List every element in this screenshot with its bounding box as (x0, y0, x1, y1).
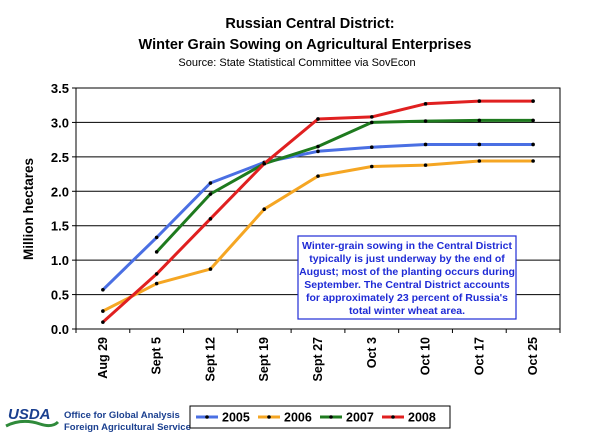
series-2005-point-5 (369, 145, 374, 150)
series-2008-point-6 (423, 102, 428, 106)
series-2007-point-6 (423, 119, 428, 123)
y-tick-label-1: 0.5 (51, 288, 69, 303)
footer-line-1: Office for Global Analysis (64, 410, 180, 421)
series-2008-point-7 (477, 99, 482, 103)
series-2007-point-4 (316, 144, 320, 149)
series-group (101, 99, 535, 324)
legend-label-2005: 2005 (222, 411, 250, 425)
x-tick-label-4: Sept 27 (311, 337, 325, 382)
legend: 2005 2006 2007 2008 (196, 411, 436, 425)
x-tick-label-8: Oct 25 (526, 337, 540, 375)
chart-title-line-2: Winter Grain Sowing on Agricultural Ente… (139, 37, 472, 53)
series-2006-point-3 (262, 207, 267, 211)
series-2007-point-1 (154, 250, 159, 254)
y-tick-label-0: 0.0 (51, 322, 69, 337)
annotation-line-2: typically is just underway by the end of (309, 253, 505, 265)
chart-title-line-1: Russian Central District: (225, 16, 394, 32)
legend-marker-2005 (205, 415, 209, 419)
legend-marker-2008 (391, 415, 395, 419)
series-2008-point-1 (154, 272, 159, 276)
series-2007-point-7 (477, 118, 482, 123)
chart-source: Source: State Statistical Committee via … (178, 57, 415, 69)
series-2006-point-8 (531, 159, 535, 163)
annotation-box (297, 235, 517, 320)
x-axis-ticks: Aug 29 Sept 5 Sept 12 Sept 19 Sept 27 Oct 3 Oc… (75, 329, 561, 382)
series-2005-point-0 (101, 287, 105, 292)
y-tick-label-3: 1.5 (51, 219, 69, 234)
series-2008-point-8 (531, 99, 535, 103)
series-2005-point-8 (531, 142, 535, 147)
legend-label-2007: 2007 (346, 411, 374, 425)
series-2007-point-2 (208, 192, 213, 196)
y-axis-ticks: 0.0 0.5 1.0 1.5 2.0 2.5 3.0 3.5 (51, 81, 76, 337)
y-tick-label-5: 2.5 (51, 150, 69, 165)
y-tick-label-6: 3.0 (51, 115, 69, 130)
y-tick-label-2: 1.0 (51, 253, 69, 268)
series-2006-point-6 (423, 163, 428, 167)
series-2005-point-6 (423, 142, 428, 147)
x-tick-label-5: Oct 3 (365, 337, 379, 368)
usda-logo-swoosh (5, 419, 60, 428)
series-2008-point-3 (262, 161, 267, 166)
annotation-line-3: August; most of the planting occurs duri… (299, 266, 515, 278)
series-2005-point-1 (154, 235, 159, 240)
series-2006-point-2 (208, 267, 213, 271)
annotation-line-4: September. The Central District accounts (304, 279, 510, 291)
footer-line-2: Foreign Agricultural Service (64, 422, 191, 433)
annotation-line-1: Winter-grain sowing in the Central Distr… (302, 240, 512, 252)
series-2006-point-7 (477, 159, 482, 163)
x-tick-label-2: Sept 12 (203, 337, 217, 382)
series-2005-point-2 (208, 181, 213, 185)
y-tick-label-4: 2.0 (51, 184, 69, 199)
series-2005-point-4 (316, 149, 320, 154)
legend-marker-2007 (329, 415, 333, 419)
x-tick-label-0: Aug 29 (96, 337, 110, 379)
series-2006-point-1 (154, 281, 159, 286)
series-2006-point-5 (369, 164, 374, 169)
y-tick-label-7: 3.5 (51, 81, 69, 96)
legend-label-2008: 2008 (408, 411, 436, 425)
legend-label-2006: 2006 (284, 411, 312, 425)
annotation-line-5: for approximately 23 percent of Russia's (306, 292, 508, 304)
series-2008-point-4 (316, 117, 320, 121)
series-2008-point-2 (208, 217, 213, 221)
annotation-line-6: total winter wheat area. (349, 305, 465, 317)
x-tick-label-7: Oct 17 (472, 337, 486, 375)
x-tick-label-1: Sept 5 (150, 337, 164, 375)
series-2008-point-5 (369, 115, 374, 119)
series-2006-point-0 (101, 309, 105, 313)
usda-logo-text: USDA (8, 406, 51, 423)
series-2007-point-8 (531, 118, 535, 123)
y-axis-label: Million hectares (21, 158, 36, 260)
usda-logo: USDA (5, 406, 60, 428)
series-2008-point-0 (101, 320, 105, 324)
series-2006-point-4 (316, 174, 320, 178)
series-line-2007 (155, 118, 534, 253)
series-2007-point-5 (369, 120, 374, 125)
x-tick-label-6: Oct 10 (419, 337, 433, 375)
legend-marker-2006 (267, 415, 271, 419)
series-2005-point-7 (477, 142, 482, 147)
x-tick-label-3: Sept 19 (257, 337, 271, 382)
